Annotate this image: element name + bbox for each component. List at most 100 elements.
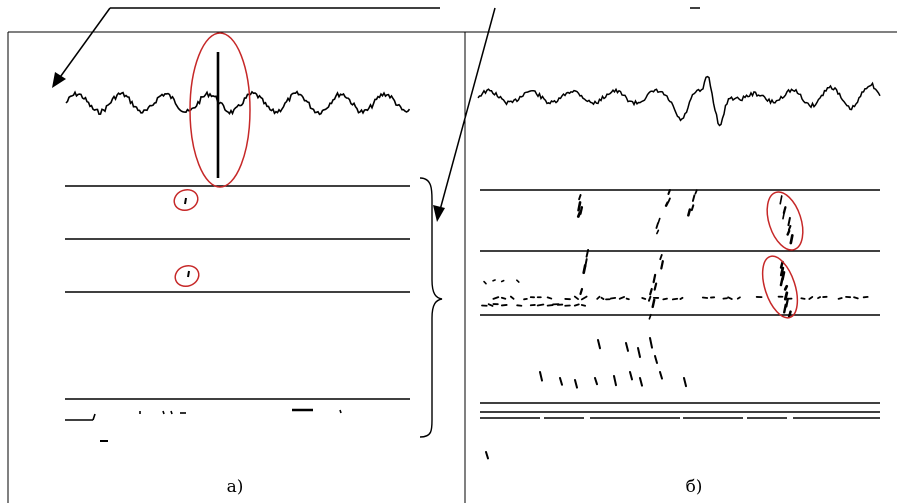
panel-a: а): [65, 32, 443, 497]
panel-b-mark-85: [800, 297, 806, 300]
panel-b-mark-93: [483, 280, 487, 285]
panel-b-highlights: [761, 191, 804, 319]
panel-b-mark-67: [600, 296, 605, 300]
panel-b-mark-99: [637, 347, 641, 359]
panel-b-mark-100: [649, 337, 653, 349]
panel-b-mark-35: [783, 291, 789, 301]
panel-b-mark-37: [783, 303, 787, 314]
panel-b-mark-16: [660, 260, 664, 270]
panel-a-highlight-spike: [189, 32, 251, 188]
panel-b-mark-69: [609, 297, 617, 300]
panel-b-highlight-2: [761, 255, 799, 319]
panel-b-mark-75: [671, 297, 679, 301]
right-arrow-shaft: [439, 7, 496, 211]
panel-b-mark-80: [727, 296, 733, 300]
panel-b-mark-29: [789, 234, 794, 245]
panel-b-mark-71: [625, 297, 630, 301]
panel-b-mark-47: [500, 296, 507, 300]
panel-b-mark-81: [736, 296, 741, 300]
panel-b-mark-55: [536, 303, 545, 307]
panel-b-mark-64: [580, 295, 588, 301]
panel-b-mark-33: [779, 277, 784, 287]
panel-b-mark-9: [667, 188, 671, 196]
panel-b-mark-87: [817, 296, 822, 300]
panel-a-frag-8: [339, 409, 342, 414]
panel-a-mark-1: [184, 197, 187, 205]
panel-b-mark-70: [618, 296, 626, 300]
panel-b-mark-39: [694, 189, 698, 195]
panel-b-mark-21: [651, 298, 656, 309]
panel-b-mark-105: [594, 377, 598, 386]
panel-b-mark-57: [546, 304, 554, 307]
panel-b-mark-97: [597, 339, 601, 350]
panel-a-bottom-fragments: [65, 408, 342, 442]
panel-b-mark-91: [853, 296, 859, 300]
panel-b-mark-102: [539, 371, 543, 382]
left-arrow-shaft: [57, 7, 111, 81]
panel-b-mark-42: [687, 208, 692, 217]
panel-a-baselines: [65, 185, 410, 400]
panel-b-mark-104: [574, 379, 578, 389]
panel-b-mark-23: [779, 195, 783, 205]
panel-b-mark-30: [779, 260, 784, 269]
panel-b-mark-17: [652, 273, 657, 284]
panel-b-mark-20: [647, 295, 652, 302]
panel-b-mark-11: [664, 201, 669, 207]
panel-b-mark-63: [573, 303, 580, 307]
panel-a-signal-trace: [65, 90, 411, 116]
panel-b-mark-49: [509, 295, 515, 300]
panel-b-mark-14: [656, 229, 660, 235]
panel-a-frag-4: [162, 410, 165, 415]
panel-b-mark-86: [808, 296, 814, 300]
panel-b-mark-66: [596, 295, 601, 300]
panel-b-signal-trace: [477, 75, 881, 127]
right-arrow-head: [433, 205, 445, 222]
panel-b-mark-22: [648, 313, 652, 320]
panel-b-mark-18: [653, 282, 658, 291]
panel-b-mark-28: [786, 229, 791, 236]
panel-a-brace: [419, 177, 443, 438]
panel-a-label: а): [227, 477, 244, 497]
panel-a-highlights: [173, 32, 251, 288]
panel-b-mark-27: [787, 225, 792, 231]
panel-b-mark-108: [639, 377, 643, 387]
panel-b-mark-103: [559, 377, 563, 386]
panel-b-mark-15: [659, 254, 663, 261]
panel-b-highlight-1: [766, 191, 804, 251]
panel-b-mark-5: [585, 249, 590, 258]
panel-b-mark-96: [516, 279, 520, 283]
panel-b: б): [477, 75, 881, 497]
panel-b-mark-95: [500, 279, 505, 283]
panel-b-mark-44: [487, 303, 494, 307]
panel-b-mark-109: [659, 371, 663, 380]
panel-a-frag-2: [92, 413, 96, 421]
panel-b-mark-40: [691, 194, 696, 202]
panel-b-mark-45: [492, 296, 500, 300]
panel-b-mark-107: [629, 371, 633, 381]
panel-b-mark-76: [679, 296, 684, 300]
panel-b-mark-38: [787, 310, 792, 319]
panel-b-mark-2: [577, 201, 582, 212]
panel-b-mark-12: [657, 217, 661, 224]
panel-b-mark-65: [580, 304, 587, 307]
panel-b-mark-56: [546, 296, 553, 300]
panel-b-mark-10: [667, 197, 671, 203]
panel-b-mark-101: [654, 355, 658, 364]
panel-b-mark-62: [573, 295, 579, 300]
panel-b-label: б): [686, 477, 703, 497]
panel-b-mark-13: [655, 222, 659, 229]
panel-a-frag-5: [170, 410, 173, 415]
panel-b-mark-31: [779, 266, 785, 277]
panel-b-mark-26: [787, 216, 791, 227]
panel-b-mark-25: [782, 210, 786, 220]
panel-b-baselines: [480, 189, 880, 413]
panel-b-mark-41: [690, 204, 695, 212]
panel-b-mark-72: [641, 297, 647, 300]
panel-a-spike-marks: [184, 197, 190, 278]
panel-b-mark-19: [649, 287, 653, 296]
panel-b-mark-89: [837, 297, 843, 300]
panel-b-mark-1: [578, 194, 582, 201]
panel-a-highlight-mark-2: [174, 264, 200, 288]
panel-b-mark-34: [783, 284, 789, 291]
